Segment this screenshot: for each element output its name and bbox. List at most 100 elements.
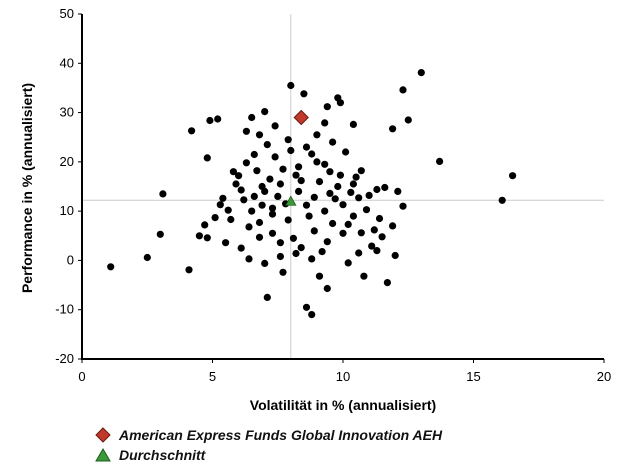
data-point [258,201,266,209]
scatter-chart: -20 -10 0 10 20 30 40 50 0 5 10 15 20 Volatilität in… [19,6,611,413]
reference-lines [82,14,604,359]
legend-label-highlight: American Express Funds Global Innovation… [119,427,443,443]
data-point [268,229,277,237]
data-point [268,210,277,218]
data-points [107,69,517,319]
data-point [255,233,264,241]
data-point [227,215,235,224]
data-point [404,116,412,124]
data-point [302,143,311,151]
data-point [399,202,407,210]
average-marker [285,195,297,206]
data-point [399,86,407,94]
data-point [352,173,360,181]
data-point [232,180,240,188]
data-point [336,99,344,107]
data-point [242,159,250,167]
y-tick-label: -20 [55,351,74,366]
data-point [292,171,300,179]
data-point [266,175,274,183]
data-point [292,249,300,258]
data-point [263,293,271,301]
data-point [508,172,517,180]
data-point [268,204,277,212]
data-point [222,239,230,247]
data-point [368,242,376,250]
x-tick-label: 10 [336,369,350,384]
data-point [373,247,381,255]
data-point [336,171,344,179]
data-point [305,212,313,220]
data-point [250,150,258,159]
data-point [323,238,331,246]
data-point [279,165,287,173]
data-point [355,249,363,257]
data-point [302,201,311,209]
data-point [498,196,506,204]
data-point [344,259,352,267]
data-point [347,188,355,196]
data-point [216,201,224,209]
data-point [279,268,287,276]
y-tick-label: 20 [60,154,74,169]
data-point [313,158,321,166]
data-point [188,127,196,135]
data-point [297,177,305,185]
data-point [261,259,269,267]
data-point [274,192,282,200]
data-point [329,219,337,228]
data-point [284,136,292,144]
data-point [355,194,363,202]
data-point [237,186,245,194]
highlight-marker [293,109,309,126]
data-point [297,244,305,252]
data-point [300,90,308,98]
data-point [310,193,318,201]
data-point [156,230,164,238]
data-point [143,253,151,262]
data-point [229,168,237,176]
data-point [331,195,339,203]
y-axis-title: Performance in % (annualisiert) [19,83,35,293]
highlight-markers [285,109,309,206]
y-tick-label: 10 [60,203,74,218]
axes [78,13,605,363]
data-point [261,187,269,195]
data-point [248,113,256,122]
data-point [323,284,331,293]
legend: American Express Funds Global Innovation… [95,425,442,465]
legend-item-highlight: American Express Funds Global Innovation… [95,425,442,445]
data-point [362,206,371,214]
data-point [308,150,316,158]
data-point [349,120,357,128]
data-point [302,303,311,311]
data-point [255,131,264,139]
y-tick-label: 0 [67,252,74,267]
data-point [365,191,373,199]
data-point [318,248,326,256]
data-point [313,131,321,139]
data-point [203,154,211,162]
x-tick-label: 0 [78,369,85,384]
triangle-icon [95,448,111,462]
data-point [321,160,329,168]
data-point [289,234,297,242]
x-axis-title: Volatilität in % (annualisiert) [250,397,436,413]
data-point [373,185,381,194]
data-point [357,167,365,175]
data-point [287,81,295,90]
x-tick-label: 15 [466,369,480,384]
data-point [308,255,316,263]
data-point [349,212,357,220]
data-point [344,220,352,228]
legend-item-average: Durchschnitt [95,445,442,465]
data-point [310,227,318,235]
data-point [321,119,329,127]
data-point [321,207,329,215]
data-point [245,255,253,263]
data-point [326,189,334,197]
legend-label-average: Durchschnitt [119,447,206,463]
data-point [378,233,386,241]
data-point [308,311,316,319]
data-point [389,125,397,133]
